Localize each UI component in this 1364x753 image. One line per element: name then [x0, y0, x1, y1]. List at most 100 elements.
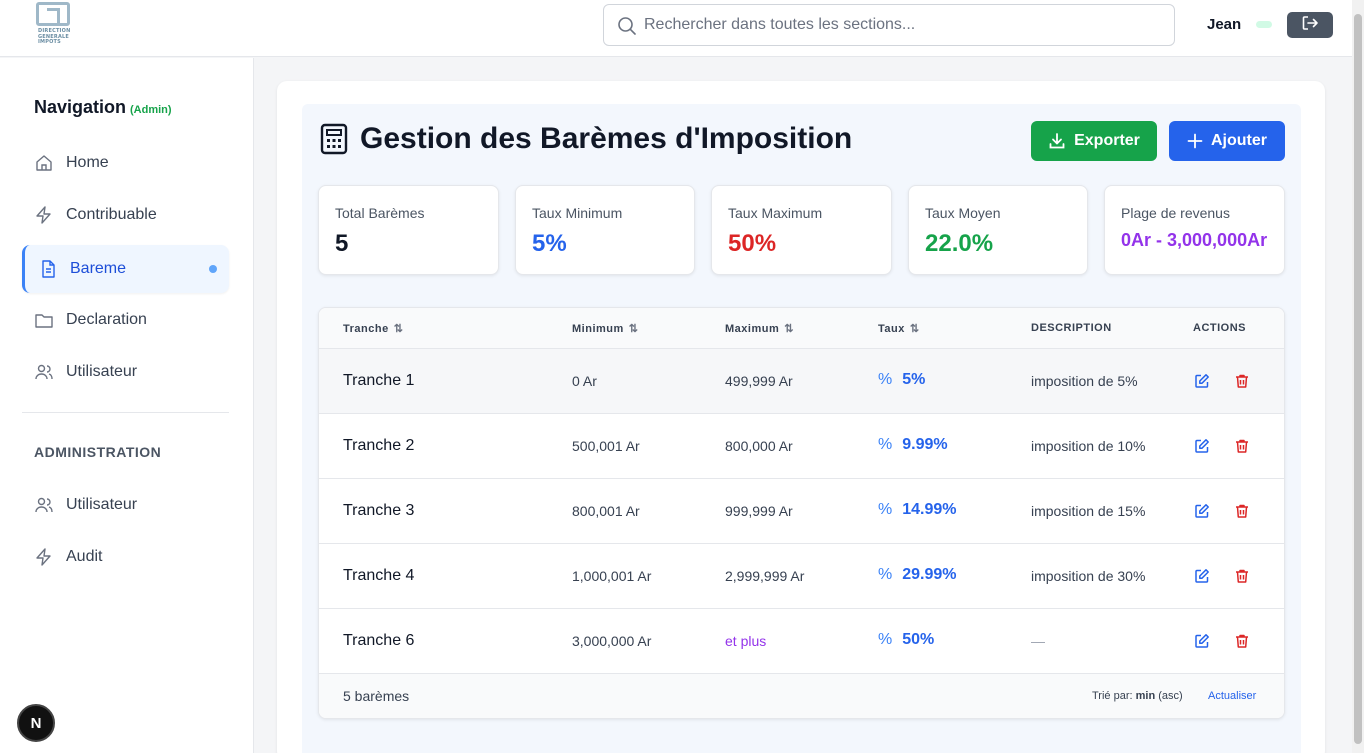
delete-icon[interactable]	[1232, 371, 1252, 391]
stat-value: 5	[335, 230, 349, 257]
cell-maximum: et plus	[725, 633, 767, 649]
delete-icon[interactable]	[1232, 566, 1252, 586]
col-header-maximum[interactable]: Maximum ⇅	[725, 322, 794, 336]
add-button[interactable]: Ajouter	[1169, 121, 1285, 161]
folder-icon	[34, 310, 54, 330]
cell-description: imposition de 5%	[1031, 373, 1138, 389]
table-row: Tranche 6 3,000,000 Ar et plus % 50% —	[319, 609, 1284, 674]
cell-minimum: 500,001 Ar	[572, 438, 640, 454]
sidebar-item-label: Declaration	[66, 311, 147, 328]
active-indicator	[209, 265, 217, 273]
table-row: Tranche 2 500,001 Ar 800,000 Ar % 9.99% i…	[319, 414, 1284, 479]
page-title: Gestion des Barèmes d'Imposition	[320, 122, 852, 156]
stat-value: 22.0%	[925, 230, 994, 257]
cell-description: imposition de 30%	[1031, 568, 1146, 584]
cell-tranche: Tranche 6	[343, 632, 415, 649]
cell-minimum: 0 Ar	[572, 373, 597, 389]
sidebar-item-label: Audit	[66, 548, 103, 565]
sidebar-item-home[interactable]: Home	[22, 139, 229, 187]
percent-icon: %	[878, 501, 893, 518]
col-header-tranche[interactable]: Tranche ⇅	[343, 322, 404, 336]
cell-description: imposition de 15%	[1031, 503, 1146, 519]
table-header: Tranche ⇅ Minimum ⇅ Maximum ⇅ Taux ⇅ DESCRIP…	[319, 308, 1284, 349]
col-header-taux[interactable]: Taux ⇅	[878, 322, 920, 336]
table-row: Tranche 1 0 Ar 499,999 Ar % 5% imposition…	[319, 349, 1284, 414]
stat-value: 0Ar - 3,000,000Ar	[1121, 230, 1268, 250]
cell-tranche: Tranche 3	[343, 502, 415, 519]
stat-value: 5%	[532, 230, 567, 257]
stat-card-total: Total Barèmes 5	[318, 185, 499, 275]
stat-card-max-rate: Taux Maximum 50%	[711, 185, 892, 275]
sidebar-item-contribuable[interactable]: Contribuable	[22, 191, 229, 239]
lightning-icon	[34, 547, 54, 567]
calculator-icon	[320, 123, 348, 155]
cell-maximum: 2,999,999 Ar	[725, 568, 805, 584]
edit-icon[interactable]	[1192, 566, 1212, 586]
percent-icon: %	[878, 631, 893, 648]
cell-maximum: 800,000 Ar	[725, 438, 793, 454]
delete-icon[interactable]	[1232, 436, 1252, 456]
cell-taux: % 9.99%	[878, 436, 948, 453]
col-header-minimum[interactable]: Minimum ⇅	[572, 322, 639, 336]
scrollbar-thumb[interactable]	[1354, 14, 1362, 744]
logout-icon	[1301, 14, 1319, 37]
cell-minimum: 3,000,000 Ar	[572, 633, 652, 649]
download-icon	[1049, 133, 1065, 149]
sort-icon: ⇅	[909, 323, 920, 335]
page-scrollbar[interactable]	[1352, 0, 1364, 753]
stat-label: Taux Moyen	[925, 205, 1001, 221]
logout-button[interactable]	[1287, 12, 1333, 38]
sidebar-title: Navigation (Admin)	[34, 97, 172, 117]
search-input[interactable]	[644, 6, 1164, 44]
stat-label: Taux Minimum	[532, 205, 623, 221]
cell-taux: % 50%	[878, 631, 935, 648]
cell-taux: % 29.99%	[878, 566, 957, 583]
stat-label: Plage de revenus	[1121, 205, 1230, 221]
table-row: Tranche 3 800,001 Ar 999,999 Ar % 14.99% …	[319, 479, 1284, 544]
home-icon	[34, 153, 54, 173]
document-icon	[38, 259, 58, 279]
sidebar-item-utilisateur[interactable]: Utilisateur	[22, 348, 229, 396]
delete-icon[interactable]	[1232, 501, 1252, 521]
cell-maximum: 499,999 Ar	[725, 373, 793, 389]
delete-icon[interactable]	[1232, 631, 1252, 651]
sidebar: Navigation (Admin) Home Contribuable Bare…	[0, 58, 254, 753]
global-search[interactable]	[603, 4, 1175, 46]
users-icon	[34, 362, 54, 382]
sort-icon: ⇅	[393, 323, 404, 335]
sort-icon: ⇅	[784, 323, 794, 335]
edit-icon[interactable]	[1192, 371, 1212, 391]
plus-icon	[1187, 133, 1203, 149]
role-badge: (Admin)	[130, 104, 172, 116]
nextjs-dev-button[interactable]: N	[17, 704, 55, 742]
cell-taux: % 14.99%	[878, 501, 957, 518]
refresh-link[interactable]: Actualiser	[1208, 690, 1257, 702]
edit-icon[interactable]	[1192, 501, 1212, 521]
online-status-indicator	[1256, 21, 1272, 28]
stat-card-min-rate: Taux Minimum 5%	[515, 185, 695, 275]
stat-value: 50%	[728, 230, 777, 257]
sidebar-item-admin-utilisateur[interactable]: Utilisateur	[22, 481, 229, 529]
stat-card-income-range: Plage de revenus 0Ar - 3,000,000Ar	[1104, 185, 1285, 275]
table-row: Tranche 4 1,000,001 Ar 2,999,999 Ar % 29.…	[319, 544, 1284, 609]
sidebar-item-label: Home	[66, 154, 109, 171]
table-footer: 5 barèmes Trié par: min (asc) Actualiser	[319, 674, 1284, 718]
admin-section-label: ADMINISTRATION	[34, 444, 162, 460]
sidebar-item-label: Bareme	[70, 260, 127, 277]
edit-icon[interactable]	[1192, 436, 1212, 456]
col-header-description: DESCRIPTION	[1031, 322, 1112, 334]
export-button[interactable]: Exporter	[1031, 121, 1157, 161]
sidebar-item-declaration[interactable]: Declaration	[22, 296, 229, 344]
cell-minimum: 1,000,001 Ar	[572, 568, 652, 584]
dgi-logo[interactable]: DIRECTION GENERALE IMPOTS	[28, 2, 76, 48]
stat-card-avg-rate: Taux Moyen 22.0%	[908, 185, 1088, 275]
cell-minimum: 800,001 Ar	[572, 503, 640, 519]
sort-status: Trié par: min (asc)	[1092, 690, 1183, 702]
percent-icon: %	[878, 371, 893, 388]
sidebar-item-bareme[interactable]: Bareme	[22, 245, 229, 293]
sidebar-item-audit[interactable]: Audit	[22, 533, 229, 581]
stat-label: Total Barèmes	[335, 205, 425, 221]
cell-maximum: 999,999 Ar	[725, 503, 793, 519]
edit-icon[interactable]	[1192, 631, 1212, 651]
bareme-table: Tranche ⇅ Minimum ⇅ Maximum ⇅ Taux ⇅ DESCRIP…	[318, 307, 1285, 719]
